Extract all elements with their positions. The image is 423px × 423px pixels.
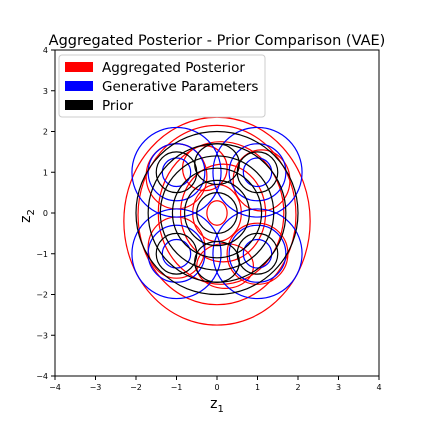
series-0-contour-0 xyxy=(123,116,311,326)
legend-swatch-0 xyxy=(65,62,93,72)
x-tick-label: −3 xyxy=(90,383,102,392)
x-tick-label: 3 xyxy=(336,383,341,392)
x-tick-label: 2 xyxy=(295,383,300,392)
legend-swatch-2 xyxy=(65,100,93,110)
series-1-contour-6 xyxy=(131,208,222,300)
y-tick-label: −3 xyxy=(36,331,48,340)
series-0-contours xyxy=(123,116,311,326)
x-tick-label: 4 xyxy=(376,383,381,392)
series-2-contour-11 xyxy=(194,240,240,283)
legend-label-0: Aggregated Posterior xyxy=(102,60,245,76)
x-tick-label: −2 xyxy=(130,383,142,392)
y-tick-label: 4 xyxy=(43,46,48,55)
series-2-contour-3 xyxy=(171,167,263,259)
y-axis-label-base: z xyxy=(18,216,34,223)
series-1-contour-3 xyxy=(212,126,303,218)
series-0-contour-3 xyxy=(179,163,267,263)
legend-label-2: Prior xyxy=(102,98,133,114)
series-1-contour-5 xyxy=(242,157,273,188)
x-axis-label-subscript: 1 xyxy=(217,404,223,415)
y-tick-label: −2 xyxy=(36,291,48,300)
series-1-contour-1 xyxy=(147,143,206,202)
series-1-contours xyxy=(131,126,303,300)
series-1-contour-7 xyxy=(147,224,206,283)
legend-swatch-1 xyxy=(65,81,93,91)
legend-box xyxy=(58,54,266,118)
series-1-contour-10 xyxy=(228,224,287,283)
y-axis-label-subscript: 2 xyxy=(26,209,37,215)
x-tick-label: −1 xyxy=(171,383,183,392)
series-2-contour-4 xyxy=(184,179,251,247)
y-tick-label: −4 xyxy=(36,372,48,381)
series-1-contour-8 xyxy=(161,238,192,269)
x-axis-label-base: z xyxy=(210,396,217,412)
y-tick-label: −1 xyxy=(36,250,48,259)
x-tick-label: −4 xyxy=(49,383,61,392)
series-0-contour-5 xyxy=(206,200,228,226)
series-0-contour-1 xyxy=(137,124,297,306)
chart-title: Aggregated Posterior - Prior Comparison … xyxy=(49,33,386,49)
series-1-contour-4 xyxy=(228,143,287,202)
legend-label-1: Generative Parameters xyxy=(102,79,258,95)
series-2-contours xyxy=(135,130,299,296)
series-1-contour-2 xyxy=(161,157,192,188)
y-axis-label: z2 xyxy=(18,209,37,223)
x-axis-ticks: −4 −3 −2 −1 0 1 2 3 4 xyxy=(49,376,382,392)
series-1-contour-9 xyxy=(212,208,303,300)
series-0-contour-9 xyxy=(226,222,289,285)
series-2-contour-5 xyxy=(196,192,238,234)
y-tick-label: 2 xyxy=(43,128,48,137)
series-2-contour-10 xyxy=(194,143,240,186)
contour-layer xyxy=(123,116,311,326)
y-axis-ticks: −4 −3 −2 −1 0 1 2 3 4 xyxy=(36,46,55,381)
x-tick-label: 1 xyxy=(255,383,260,392)
x-axis-label: z1 xyxy=(210,396,224,415)
series-1-contour-11 xyxy=(242,238,273,269)
series-2-contour-0 xyxy=(135,130,299,296)
y-tick-label: 0 xyxy=(43,209,48,218)
series-1-contour-0 xyxy=(131,126,222,218)
x-tick-label: 0 xyxy=(214,383,219,392)
legend: Aggregated Posterior Generative Parameter… xyxy=(58,54,266,118)
y-tick-label: 3 xyxy=(43,87,48,96)
y-tick-label: 1 xyxy=(43,168,48,177)
series-2-contour-2 xyxy=(159,155,275,271)
